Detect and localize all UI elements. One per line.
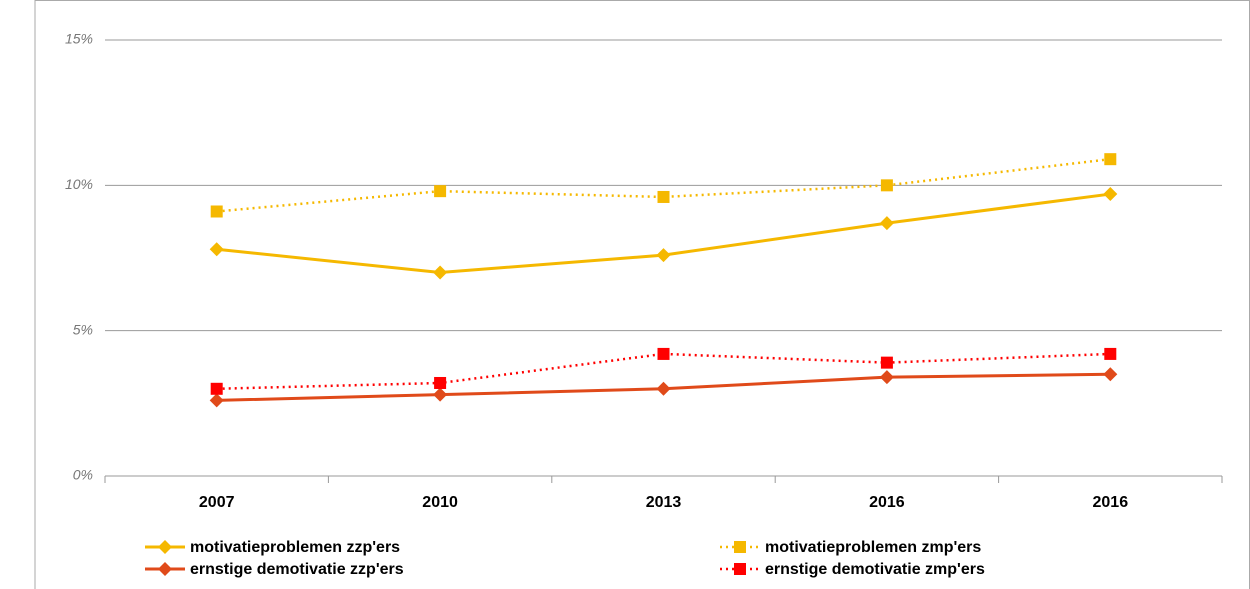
legend-label: ernstige demotivatie zmp'ers	[765, 561, 985, 578]
x-tick-label: 2010	[422, 494, 458, 511]
data-point	[880, 356, 893, 369]
data-point	[433, 265, 448, 280]
data-point	[210, 382, 223, 395]
legend-marker	[158, 562, 172, 576]
x-tick-label: 2013	[646, 494, 682, 511]
data-point	[209, 242, 224, 257]
y-tick-label: 15%	[65, 31, 93, 47]
legend-label: motivatieproblemen zzp'ers	[190, 539, 400, 556]
data-point	[433, 387, 448, 402]
data-point	[1103, 367, 1118, 382]
legend-label: ernstige demotivatie zzp'ers	[190, 561, 404, 578]
legend-marker	[734, 541, 746, 553]
y-tick-label: 10%	[65, 176, 93, 192]
data-point	[209, 393, 224, 408]
legend-label: motivatieproblemen zmp'ers	[765, 539, 981, 556]
legend-marker	[734, 563, 746, 575]
data-point	[880, 179, 893, 192]
data-point	[657, 190, 670, 203]
data-point	[879, 370, 894, 385]
data-point	[657, 347, 670, 360]
data-point	[879, 216, 894, 231]
data-point	[1103, 187, 1118, 202]
data-point	[1104, 347, 1117, 360]
legend-marker	[158, 540, 172, 554]
data-point	[210, 205, 223, 218]
data-point	[1104, 153, 1117, 166]
x-tick-label: 2016	[869, 494, 905, 511]
data-point	[434, 376, 447, 389]
data-point	[434, 185, 447, 198]
y-tick-label: 5%	[73, 321, 93, 337]
data-point	[656, 248, 671, 263]
y-tick-label: 0%	[73, 467, 93, 483]
data-point	[656, 381, 671, 396]
x-tick-label: 2016	[1093, 494, 1129, 511]
x-tick-label: 2007	[199, 494, 235, 511]
